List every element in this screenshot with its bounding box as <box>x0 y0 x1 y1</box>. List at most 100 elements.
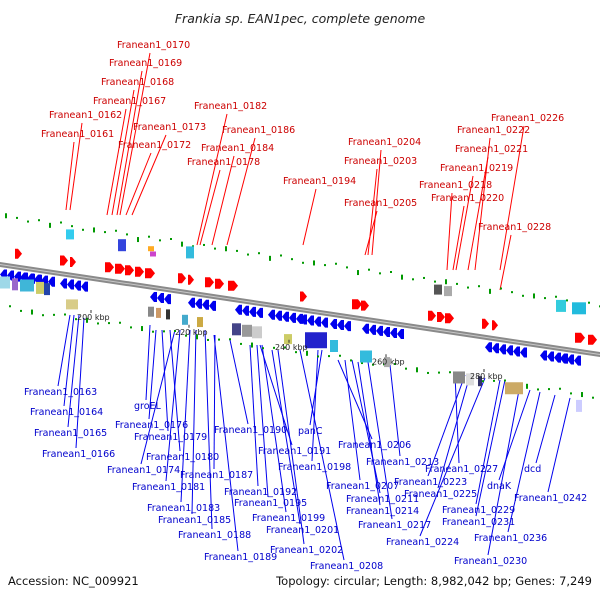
skew-tick <box>438 371 440 374</box>
bottom-leader-line <box>256 344 269 498</box>
forward-gene-arrow <box>428 310 436 321</box>
skew-tick <box>522 294 524 297</box>
skew-tick <box>174 330 176 332</box>
scale-ticks: 200 kbp 220 kbp 240 kbp 260 kbp 280 kbp <box>77 310 503 381</box>
top-gene-label: Franean1_0168 <box>101 77 174 88</box>
bottom-leader-lines <box>57 314 571 561</box>
top-leader-line <box>111 89 135 216</box>
skew-tick <box>181 241 183 247</box>
cog-block <box>572 302 586 315</box>
bottom-gene-label: Franean1_0207 <box>326 481 399 492</box>
skew-tick <box>423 276 425 279</box>
bottom-leader-line <box>140 329 176 465</box>
top-gene-label: Franean1_0194 <box>283 176 356 187</box>
reverse-gene-arrow <box>560 353 567 364</box>
bottom-leader-line <box>213 334 216 470</box>
cog-block <box>305 332 327 349</box>
skew-tick <box>148 235 150 238</box>
skew-tick <box>115 229 117 232</box>
bottom-gene-label: Franean1_0227 <box>425 464 498 475</box>
skew-tick <box>379 272 381 275</box>
skew-tick <box>207 338 209 341</box>
reverse-gene-arrow <box>307 315 314 326</box>
skew-tick <box>416 367 418 373</box>
reverse-gene-arrow <box>337 320 344 331</box>
forward-gene-arrow <box>300 291 307 302</box>
forward-gene-arrow <box>482 318 489 329</box>
top-gene-label: Franean1_0173 <box>133 122 206 133</box>
reverse-gene-arrow <box>195 298 202 309</box>
skew-tick <box>445 279 447 285</box>
forward-gene-arrow <box>105 262 114 273</box>
cog-color-blocks <box>0 229 586 412</box>
top-gene-label: Franean1_0162 <box>49 110 122 121</box>
skew-tick <box>449 371 451 374</box>
top-gene-label: Franean1_0172 <box>118 140 191 151</box>
cog-block <box>434 284 442 295</box>
cog-block <box>330 340 338 352</box>
cog-block <box>148 246 154 252</box>
forward-gene-arrow <box>228 280 238 291</box>
bottom-leader-line <box>204 329 213 530</box>
bottom-gene-label: Franean1_0189 <box>204 552 277 563</box>
bottom-leader-line <box>213 334 239 552</box>
skew-tick <box>247 253 249 256</box>
top-leader-line <box>452 205 465 271</box>
reverse-gene-arrow <box>540 350 547 361</box>
forward-gene-arrow <box>60 255 68 266</box>
bottom-gene-label: Franean1_0201 <box>266 525 339 536</box>
bottom-gene-label: Franean1_0163 <box>24 387 97 398</box>
top-leader-line <box>211 155 235 246</box>
cog-block <box>252 326 262 339</box>
top-leader-line <box>69 122 83 211</box>
top-gene-label: Franean1_0219 <box>440 163 513 174</box>
skew-tick <box>526 383 528 389</box>
top-gene-label: Franean1_0169 <box>109 58 182 69</box>
top-gene-label: Franean1_0161 <box>41 129 114 140</box>
bottom-gene-label: Franean1_0211 <box>346 494 419 505</box>
cog-block <box>44 283 50 296</box>
bottom-leader-line <box>169 329 181 452</box>
reverse-gene-arrow <box>547 351 554 362</box>
skew-tick <box>548 388 550 391</box>
top-gene-label: Franean1_0203 <box>344 156 417 167</box>
top-leader-line <box>499 234 512 291</box>
top-leader-line <box>499 125 525 271</box>
forward-gene-arrow <box>70 257 76 267</box>
skew-tick <box>82 228 84 231</box>
reverse-gene-arrow <box>383 326 390 337</box>
bottom-gene-label: Franean1_0195 <box>234 498 307 509</box>
skew-tick <box>31 309 33 315</box>
forward-gene-arrow <box>178 273 186 284</box>
skew-tick <box>537 388 539 391</box>
bottom-gene-label: Franean1_0213 <box>366 457 439 468</box>
bottom-leader-line <box>389 364 401 457</box>
bottom-gene-label: Franean1_0230 <box>454 556 527 567</box>
skew-tick <box>478 285 480 288</box>
skew-tick <box>434 280 436 283</box>
top-leader-line <box>196 113 228 246</box>
skew-tick <box>427 371 429 374</box>
skew-tick <box>137 237 139 243</box>
top-gene-label: Franean1_0222 <box>457 125 530 136</box>
bottom-gene-label: Franean1_0214 <box>346 506 419 517</box>
reverse-gene-arrow <box>275 310 282 321</box>
skew-tick <box>313 260 315 266</box>
bottom-leader-line <box>277 349 305 545</box>
reverse-gene-arrow <box>574 355 581 366</box>
top-gene-label: Franean1_0228 <box>478 222 551 233</box>
reverse-gene-arrow <box>74 280 81 291</box>
top-leader-line <box>199 169 221 246</box>
bottom-leader-line <box>249 344 259 487</box>
bottom-leader-line <box>547 397 571 493</box>
reverse-gene-arrow <box>60 278 67 289</box>
skew-tick <box>214 247 216 250</box>
skew-tick <box>64 313 66 316</box>
top-leader-line <box>119 52 151 216</box>
forward-gene-arrow <box>575 332 585 343</box>
skew-tick <box>544 297 546 300</box>
reverse-gene-arrow <box>390 328 397 338</box>
reverse-gene-arrow <box>157 293 164 304</box>
bottom-gene-label: dcd <box>524 464 541 475</box>
skew-tick <box>350 359 352 362</box>
